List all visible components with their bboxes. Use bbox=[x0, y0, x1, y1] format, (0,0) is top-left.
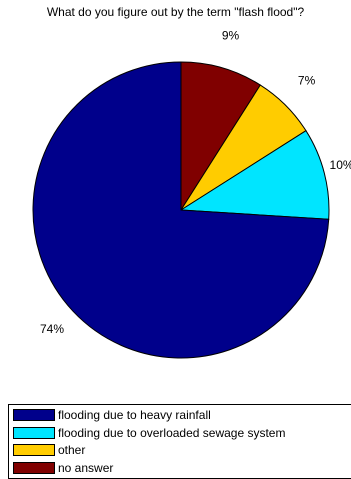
legend-swatch bbox=[13, 409, 55, 421]
pie-slice-flooding-due-to-overloaded-sewage-system bbox=[179, 130, 330, 220]
slice-label-other: 7% bbox=[298, 73, 316, 87]
legend-label: other bbox=[58, 443, 86, 457]
slice-label-no-answer: 9% bbox=[222, 28, 240, 42]
slice-label-flooding-due-to-overloaded-sewage-system: 10% bbox=[330, 158, 351, 172]
legend-label: no answer bbox=[58, 460, 114, 475]
legend-item-other: other bbox=[13, 442, 85, 458]
pie-slice-no-answer bbox=[180, 61, 261, 212]
legend-swatch bbox=[13, 426, 55, 439]
legend-label: flooding due to heavy rainfall bbox=[58, 408, 211, 422]
legend-item-no-answer: no answer bbox=[13, 460, 113, 476]
legend-item-flooding-due-to-heavy-rainfall: flooding due to heavy rainfall bbox=[13, 407, 211, 423]
slice-label-flooding-due-to-heavy-rainfall: 74% bbox=[40, 322, 64, 336]
legend-label: flooding due to overloaded sewage system bbox=[58, 425, 286, 440]
legend: flooding due to heavy rainfall flooding d… bbox=[8, 404, 351, 479]
legend-swatch bbox=[13, 444, 55, 456]
pie-slice-flooding-due-to-heavy-rainfall bbox=[32, 61, 330, 359]
pie-chart: 9% 7% 10% 74% bbox=[32, 28, 351, 359]
chart-title: What do you figure out by the term "flas… bbox=[46, 5, 305, 19]
legend-swatch bbox=[13, 461, 55, 474]
legend-item-flooding-due-to-overloaded-sewage-system: flooding due to overloaded sewage system bbox=[13, 425, 285, 441]
